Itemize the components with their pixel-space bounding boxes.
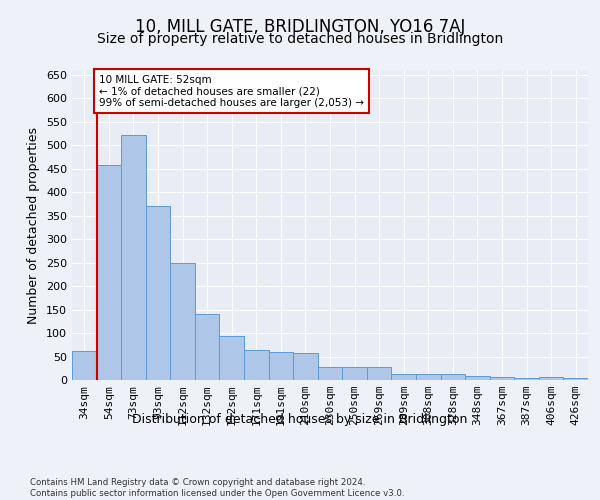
Bar: [97, 166, 121, 380]
Bar: [416, 374, 440, 380]
Bar: [195, 314, 220, 380]
Text: Distribution of detached houses by size in Bridlington: Distribution of detached houses by size …: [133, 412, 467, 426]
Text: Size of property relative to detached houses in Bridlington: Size of property relative to detached ho…: [97, 32, 503, 46]
Text: 10, MILL GATE, BRIDLINGTON, YO16 7AJ: 10, MILL GATE, BRIDLINGTON, YO16 7AJ: [135, 18, 465, 36]
Bar: [367, 368, 391, 380]
Bar: [293, 353, 318, 380]
Text: 10 MILL GATE: 52sqm
← 1% of detached houses are smaller (22)
99% of semi-detache: 10 MILL GATE: 52sqm ← 1% of detached hou…: [99, 74, 364, 108]
Bar: [465, 376, 490, 380]
Bar: [121, 135, 146, 380]
Bar: [146, 206, 170, 380]
Bar: [72, 351, 97, 380]
Text: Contains HM Land Registry data © Crown copyright and database right 2024.
Contai: Contains HM Land Registry data © Crown c…: [30, 478, 404, 498]
Bar: [391, 374, 416, 380]
Bar: [563, 378, 588, 380]
Bar: [170, 263, 195, 380]
Bar: [440, 374, 465, 380]
Bar: [514, 378, 539, 380]
Bar: [539, 376, 563, 380]
Y-axis label: Number of detached properties: Number of detached properties: [28, 126, 40, 324]
Bar: [244, 350, 269, 380]
Bar: [269, 352, 293, 380]
Bar: [342, 368, 367, 380]
Bar: [490, 376, 514, 380]
Bar: [220, 336, 244, 380]
Bar: [318, 368, 342, 380]
